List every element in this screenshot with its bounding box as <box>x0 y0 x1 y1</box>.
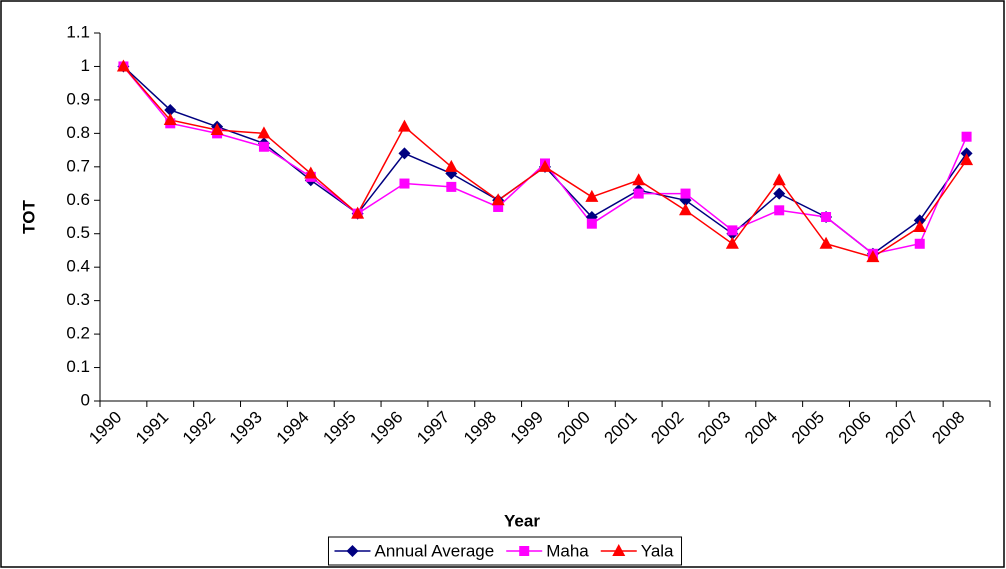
marker <box>519 546 530 556</box>
marker <box>586 218 597 229</box>
marker <box>116 59 130 72</box>
marker <box>819 236 833 249</box>
y-tick-label: 0.8 <box>66 123 90 142</box>
legend-item: Annual Average <box>334 541 494 560</box>
marker <box>821 212 832 222</box>
marker <box>632 173 646 186</box>
y-tick-label: 0.1 <box>66 357 90 376</box>
marker <box>399 178 410 189</box>
marker <box>538 159 552 172</box>
y-tick-label: 0.9 <box>66 89 90 108</box>
marker <box>679 203 693 216</box>
marker <box>446 181 457 192</box>
y-tick-label: 0.6 <box>66 190 90 209</box>
marker <box>164 103 177 116</box>
y-tick-label: 0.3 <box>66 290 90 309</box>
marker <box>397 119 411 132</box>
legend-item: Maha <box>506 541 589 560</box>
y-tick-label: 1 <box>81 56 90 75</box>
marker <box>351 206 365 219</box>
marker <box>257 126 271 139</box>
marker <box>444 159 458 172</box>
legend-label: Maha <box>546 541 589 560</box>
marker <box>346 545 359 557</box>
legend: Annual Average Maha Yala <box>327 536 683 566</box>
marker <box>493 201 504 212</box>
marker <box>914 238 925 249</box>
x-axis-title: Year <box>504 511 540 530</box>
legend-item: Yala <box>600 541 674 560</box>
y-tick-label: 0.5 <box>66 223 90 242</box>
y-tick-label: 1.1 <box>66 22 90 41</box>
y-tick-label: 0 <box>81 390 90 409</box>
marker <box>163 112 177 125</box>
marker <box>772 173 786 186</box>
marker <box>913 220 927 233</box>
marker <box>258 141 269 152</box>
marker <box>585 189 599 202</box>
marker <box>612 544 626 556</box>
marker <box>774 205 785 216</box>
marker <box>680 188 691 199</box>
marker <box>210 123 224 136</box>
legend-label: Annual Average <box>374 541 494 560</box>
marker <box>727 225 738 236</box>
marker <box>633 188 644 199</box>
y-tick-label: 0.7 <box>66 156 90 175</box>
marker <box>866 250 880 263</box>
marker <box>491 193 505 206</box>
marker <box>773 187 786 200</box>
y-tick-label: 0.4 <box>66 257 90 276</box>
marker <box>960 153 974 166</box>
marker <box>304 166 318 179</box>
marker <box>961 131 972 142</box>
legend-label: Yala <box>641 541 674 560</box>
y-axis-title: TOT <box>19 200 38 234</box>
y-tick-label: 0.2 <box>66 324 90 343</box>
marker <box>725 236 739 249</box>
marker <box>398 147 411 160</box>
